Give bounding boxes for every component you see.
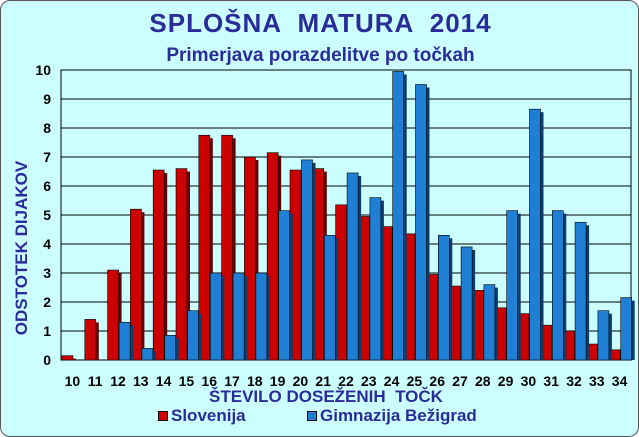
x-tick-labels: 10 11 12 13 14 15 16 17 18 19 20 21 22 23 24 25 26 27 28 29…: [65, 373, 628, 389]
x-tick-label: 22: [338, 373, 354, 389]
y-tick-label: 7: [43, 149, 51, 165]
x-tick-label: 13: [133, 373, 149, 389]
x-tick-label: 29: [498, 373, 514, 389]
x-tick-label: 33: [589, 373, 605, 389]
y-tick-label: 3: [43, 265, 51, 281]
bar-slovenija-13: [130, 208, 142, 361]
x-tick-label: 18: [247, 373, 263, 389]
bar-gimnazija-be-igrad-33: [597, 310, 610, 361]
x-axis-label: ŠTEVILO DOSEŽENIH TOČK: [209, 387, 444, 406]
bar-gimnazija-be-igrad-13: [141, 348, 154, 361]
chart-subtitle: Primerjava porazdelitve po točkah: [166, 45, 475, 66]
x-tick-label: 32: [566, 373, 582, 389]
x-tick-label: 34: [612, 373, 628, 389]
bar-slovenija-14: [152, 169, 165, 361]
y-tick-label: 5: [43, 207, 51, 223]
bar-slovenija-16: [198, 134, 211, 361]
y-tick-label: 4: [43, 236, 51, 252]
y-tick-label: 9: [43, 91, 51, 107]
x-tick-label: 21: [315, 373, 331, 389]
y-tick-label: 10: [35, 62, 51, 78]
bar-gimnazija-be-igrad-21: [323, 235, 336, 361]
legend-label-slovenija: Slovenija: [171, 406, 246, 425]
bar-slovenija-19: [266, 152, 279, 361]
y-tick-label: 8: [43, 120, 51, 136]
bar-gimnazija-be-igrad-22: [346, 172, 359, 361]
y-tick-label: 6: [43, 178, 51, 194]
bar-gimnazija-be-igrad-15: [187, 310, 199, 361]
y-tick-label: 2: [43, 294, 51, 310]
bar-gimnazija-be-igrad-14: [164, 335, 176, 361]
x-tick-label: 14: [156, 373, 172, 389]
bar-slovenija-12: [107, 269, 119, 361]
chart-title: SPLOŠNA MATURA 2014: [149, 8, 492, 38]
bar-gimnazija-be-igrad-16: [210, 272, 222, 361]
x-tick-label: 24: [384, 373, 400, 389]
legend-swatch-gimnazija-bezigrad: [307, 411, 317, 421]
bar-gimnazija-be-igrad-18: [255, 272, 268, 361]
x-tick-label: 12: [110, 373, 126, 389]
bar-gimnazija-be-igrad-29: [506, 210, 519, 361]
y-tick-label: 1: [43, 323, 51, 339]
legend-label-gimnazija-bezigrad: Gimnazija Bežigrad: [320, 406, 477, 425]
bar-gimnazija-be-igrad-26: [437, 235, 450, 361]
bar-gimnazija-be-igrad-23: [369, 197, 382, 361]
bar-gimnazija-be-igrad-24: [392, 71, 405, 361]
bar-gimnazija-be-igrad-34: [620, 297, 633, 361]
bar-slovenija-17: [221, 134, 233, 361]
x-tick-label: 31: [543, 373, 559, 389]
x-tick-label: 19: [270, 373, 286, 389]
x-tick-label: 27: [452, 373, 468, 389]
y-tick-label: 0: [43, 352, 51, 368]
bar-gimnazija-be-igrad-19: [278, 210, 291, 361]
bar-gimnazija-be-igrad-27: [460, 246, 473, 361]
bar-gimnazija-be-igrad-28: [483, 284, 496, 361]
x-tick-label: 30: [521, 373, 537, 389]
bar-slovenija-11: [84, 319, 97, 361]
x-tick-label: 20: [293, 373, 309, 389]
y-axis-label: ODSTOTEK DIJAKOV: [12, 160, 31, 335]
x-tick-label: 25: [407, 373, 423, 389]
x-tick-label: 26: [429, 373, 445, 389]
bar-gimnazija-be-igrad-25: [415, 84, 427, 361]
bar-gimnazija-be-igrad-17: [232, 272, 245, 361]
bar-gimnazija-be-igrad-31: [551, 210, 564, 361]
bar-slovenija-15: [175, 168, 188, 361]
bar-gimnazija-be-igrad-12: [118, 321, 131, 361]
bar-gimnazija-be-igrad-32: [574, 221, 587, 361]
x-tick-label: 17: [224, 373, 240, 389]
x-tick-label: 15: [179, 373, 195, 389]
bar-slovenija-18: [244, 156, 256, 361]
bar-gimnazija-be-igrad-20: [301, 159, 313, 361]
bar-gimnazija-be-igrad-30: [529, 108, 541, 361]
x-tick-label: 11: [88, 373, 103, 389]
x-tick-label: 28: [475, 373, 491, 389]
x-tick-label: 10: [65, 373, 81, 389]
x-tick-label: 16: [201, 373, 217, 389]
bars: [61, 71, 635, 361]
bar-slovenija-10: [61, 355, 74, 361]
legend-swatch-slovenija: [158, 411, 168, 421]
x-tick-label: 23: [361, 373, 377, 389]
y-tick-labels: 0 1 2 3 4 5 6 7 8 9 10: [35, 62, 51, 368]
